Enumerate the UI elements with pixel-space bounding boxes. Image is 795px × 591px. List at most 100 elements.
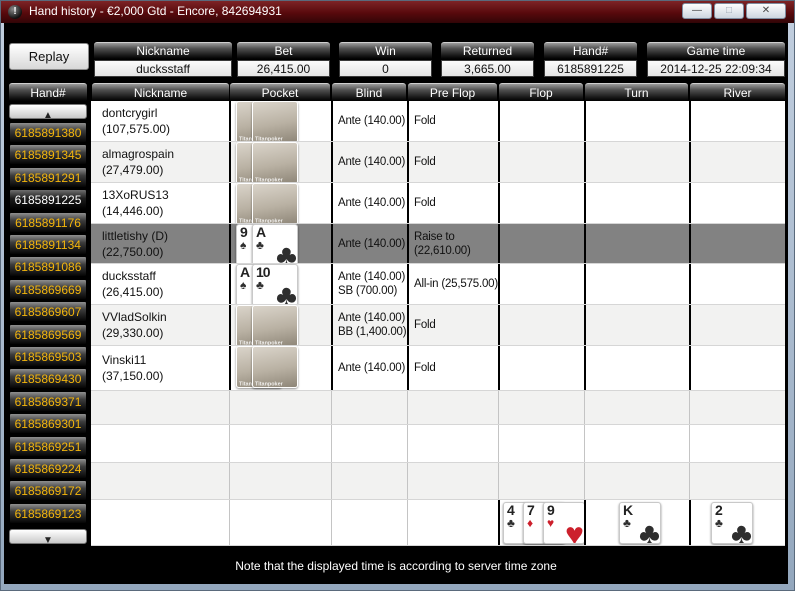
window-title: Hand history - €2,000 Gtd - Encore, 8426… bbox=[29, 4, 282, 18]
preflop-board-cell bbox=[407, 500, 498, 545]
up-arrow-icon: ▲ bbox=[43, 110, 53, 121]
summary-label: Win bbox=[339, 42, 432, 59]
empty-cell bbox=[689, 425, 785, 462]
hand-number-button[interactable]: 6185891086 bbox=[9, 256, 87, 278]
pocket-cell: TitanpokerTitanpoker bbox=[229, 183, 331, 223]
hand-number-button[interactable]: 6185869503 bbox=[9, 346, 87, 367]
hand-number-button[interactable]: 6185869123 bbox=[9, 502, 87, 524]
empty-cell bbox=[229, 425, 331, 462]
hand-number-button[interactable]: 6185869371 bbox=[9, 390, 87, 412]
card-rank: A bbox=[256, 224, 266, 240]
column-header-blind: Blind bbox=[332, 83, 406, 101]
card-rank: 2 bbox=[715, 502, 723, 518]
hand-number-button[interactable]: 6185869251 bbox=[9, 435, 87, 457]
preflop-action: All-in (25,575.00) bbox=[414, 278, 498, 290]
preflop-cell: Fold bbox=[407, 101, 498, 141]
card-9-heart: 9 ♥ ♥ bbox=[543, 502, 584, 544]
down-arrow-icon: ▼ bbox=[43, 535, 53, 546]
title-bar: ! Hand history - €2,000 Gtd - Encore, 84… bbox=[1, 1, 794, 23]
column-header-turn: Turn bbox=[585, 83, 688, 101]
hand-number-button[interactable]: 6185891134 bbox=[9, 234, 87, 255]
empty-cell bbox=[331, 425, 407, 462]
scroll-up-button[interactable]: ▲ bbox=[9, 104, 87, 121]
pocket-cell: TitanpokerTitanpoker bbox=[229, 346, 331, 390]
scroll-down-button[interactable]: ▼ bbox=[9, 529, 87, 546]
summary-field-bet: Bet 26,415.00 bbox=[237, 42, 330, 77]
table-row[interactable]: dontcrygirl (107,575.00) TitanpokerTitanpo… bbox=[91, 101, 785, 142]
hand-number-button[interactable]: 6185869172 bbox=[9, 480, 87, 502]
preflop-cell: Fold bbox=[407, 142, 498, 182]
empty-cell bbox=[407, 391, 498, 424]
river-cell bbox=[689, 101, 785, 141]
player-nickname: Vinski11 bbox=[102, 353, 147, 367]
summary-field-game-time: Game time 2014-12-25 22:09:34 bbox=[647, 42, 785, 77]
pocket-cell: TitanpokerTitanpoker bbox=[229, 101, 331, 141]
blind-cell: Ante (140.00) bbox=[331, 101, 407, 141]
empty-cell bbox=[498, 391, 584, 424]
summary-field-win: Win 0 bbox=[339, 42, 432, 77]
spade-icon: ♠ bbox=[240, 278, 247, 292]
card-rank: K bbox=[623, 502, 633, 518]
player-cell: ducksstaff (26,415.00) bbox=[91, 264, 229, 304]
hand-number-button[interactable]: 6185869224 bbox=[9, 458, 87, 479]
hand-number-button[interactable]: 6185891345 bbox=[9, 144, 87, 166]
table-row[interactable]: almagrospain (27,479.00) TitanpokerTitanpo… bbox=[91, 142, 785, 183]
table-row[interactable]: VVladSolkin (29,330.00) TitanpokerTitanpok… bbox=[91, 305, 785, 346]
table-row[interactable]: Vinski11 (37,150.00) TitanpokerTitanpoker A… bbox=[91, 346, 785, 391]
hand-number-button[interactable]: 6185891380 bbox=[9, 122, 87, 143]
column-header-flop: Flop bbox=[499, 83, 583, 101]
column-header-preflop: Pre Flop bbox=[408, 83, 497, 101]
hand-detail-table: dontcrygirl(107,575.00)TitanpokerTitanpo… bbox=[91, 101, 785, 546]
hand-number-button[interactable]: 6185869430 bbox=[9, 368, 87, 390]
preflop-action: Fold bbox=[414, 156, 436, 168]
table-row[interactable]: 13XoRUS13 (14,446.00) TitanpokerTitanpoker… bbox=[91, 183, 785, 224]
board-row: 4♣♣7♦♦9♥♥K♣♣2♣♣ bbox=[91, 500, 785, 546]
player-stack: (22,750.00) bbox=[102, 244, 164, 259]
summary-field-returned: Returned 3,665.00 bbox=[441, 42, 534, 77]
close-icon[interactable]: ✕ bbox=[746, 3, 786, 19]
hand-number-button[interactable]: 6185869669 bbox=[9, 278, 87, 300]
preflop-cell: Fold bbox=[407, 346, 498, 390]
card-rank: 9 bbox=[240, 224, 248, 240]
table-row[interactable]: ducksstaff(26,415.00)A♠♠10♣♣Ante (140.00… bbox=[91, 264, 785, 305]
card-back-brand: Titanpoker bbox=[255, 339, 283, 345]
preflop-action: Raise to (22,610.00) bbox=[414, 230, 471, 257]
preflop-action: Fold bbox=[414, 319, 436, 331]
flop-cell bbox=[498, 264, 584, 304]
pocket-cell: A♠♠10♣♣ bbox=[229, 264, 331, 304]
hand-number-button[interactable]: 6185869569 bbox=[9, 323, 87, 345]
card-back: Titanpoker bbox=[252, 305, 298, 345]
minimize-icon[interactable]: — bbox=[682, 3, 712, 19]
column-header-river: River bbox=[690, 83, 785, 101]
empty-cell bbox=[689, 391, 785, 424]
card-A-club: A ♣ ♣ bbox=[252, 224, 298, 263]
river-cell bbox=[689, 142, 785, 182]
column-header-nickname: Nickname bbox=[92, 83, 229, 101]
hand-number-button[interactable]: 6185869301 bbox=[9, 413, 87, 435]
flop-cell bbox=[498, 224, 584, 263]
summary-label: Nickname bbox=[94, 42, 232, 59]
summary-value: 2014-12-25 22:09:34 bbox=[647, 60, 785, 77]
maximize-icon: □ bbox=[714, 3, 744, 19]
replay-button[interactable]: Replay bbox=[9, 43, 89, 70]
table-row[interactable]: littletishy (D)(22,750.00)9♠♠A♣♣Ante (14… bbox=[91, 224, 785, 264]
hand-number-button[interactable]: 6185891225 bbox=[9, 189, 87, 211]
heart-icon: ♥ bbox=[565, 516, 584, 544]
club-icon: ♣ bbox=[507, 516, 515, 530]
diamond-icon: ♦ bbox=[527, 516, 534, 530]
empty-cell bbox=[407, 425, 498, 462]
blind-cell: Ante (140.00) SB (700.00) bbox=[331, 264, 407, 304]
hand-number-button[interactable]: 6185891176 bbox=[9, 211, 87, 233]
preflop-cell: Fold bbox=[407, 305, 498, 345]
club-icon: ♣ bbox=[639, 516, 660, 544]
hand-number-button[interactable]: 6185891291 bbox=[9, 166, 87, 188]
server-time-note: Note that the displayed time is accordin… bbox=[235, 559, 557, 573]
river-board-cell: 2 ♣ ♣ bbox=[689, 500, 785, 545]
player-cell: VVladSolkin (29,330.00) bbox=[91, 305, 229, 345]
empty-cell bbox=[584, 391, 689, 424]
empty-cell bbox=[498, 425, 584, 462]
preflop-cell: Fold bbox=[407, 183, 498, 223]
empty-cell bbox=[331, 391, 407, 424]
player-nickname: ducksstaff bbox=[102, 269, 156, 283]
hand-number-button[interactable]: 6185869607 bbox=[9, 301, 87, 323]
